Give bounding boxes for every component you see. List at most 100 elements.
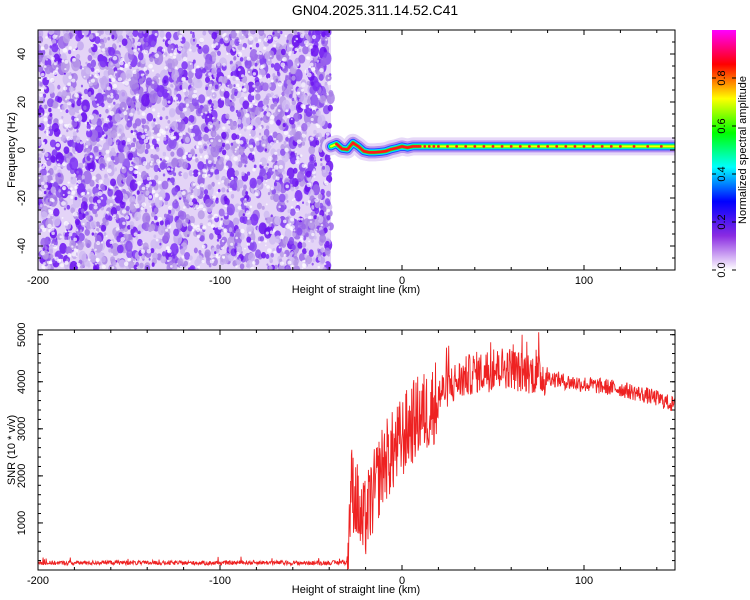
noise-speckle	[195, 204, 200, 210]
noise-blob	[228, 83, 233, 89]
noise-blob	[202, 44, 210, 54]
noise-speckle	[211, 43, 217, 49]
noise-speckle	[213, 213, 219, 219]
noise-speckle	[270, 186, 274, 191]
noise-blob	[103, 96, 107, 101]
noise-speckle	[284, 34, 288, 38]
noise-blob	[200, 133, 204, 138]
noise-blob	[125, 205, 130, 212]
noise-blob	[246, 236, 252, 243]
noise-blob	[278, 193, 286, 203]
noise-speckle	[164, 135, 167, 138]
noise-blob	[166, 262, 173, 270]
noise-speckle	[193, 207, 196, 210]
noise-speckle	[117, 133, 121, 137]
ridge-peak-point	[600, 145, 604, 148]
noise-speckle	[304, 69, 309, 74]
noise-blob	[107, 36, 111, 41]
noise-blob	[118, 89, 128, 104]
noise-speckle	[299, 154, 303, 157]
noise-blob	[170, 151, 175, 157]
noise-blob	[122, 177, 127, 183]
noise-speckle	[151, 129, 155, 133]
noise-speckle	[62, 47, 68, 53]
noise-speckle	[178, 119, 182, 123]
noise-speckle	[90, 126, 94, 130]
noise-speckle	[234, 150, 237, 153]
noise-blob	[304, 30, 309, 35]
noise-blob	[198, 249, 202, 254]
noise-speckle	[245, 210, 251, 215]
noise-speckle	[251, 151, 256, 155]
noise-blob	[144, 148, 149, 155]
noise-speckle	[114, 70, 118, 74]
noise-speckle	[290, 217, 295, 222]
noise-blob	[183, 172, 189, 180]
noise-blob	[274, 216, 282, 226]
ridge-peak-point	[619, 145, 622, 148]
noise-blob	[264, 148, 268, 152]
noise-speckle	[195, 145, 199, 149]
noise-blob	[301, 141, 306, 146]
noise-blob	[96, 137, 100, 142]
noise-blob	[55, 187, 63, 198]
noise-speckle	[264, 244, 267, 247]
noise-blob	[196, 231, 200, 236]
noise-speckle	[97, 191, 103, 196]
y-tick-label: 3000	[16, 417, 28, 441]
noise-blob	[250, 129, 256, 137]
noise-blob	[229, 179, 238, 191]
noise-speckle	[50, 180, 54, 184]
noise-blob	[39, 203, 43, 208]
noise-speckle	[95, 230, 98, 233]
noise-speckle	[78, 109, 83, 113]
noise-speckle	[201, 173, 207, 179]
noise-blob	[165, 115, 169, 120]
noise-blob	[51, 43, 59, 53]
noise-blob	[76, 99, 82, 107]
noise-blob	[180, 248, 186, 255]
noise-speckle	[69, 187, 73, 191]
noise-speckle	[48, 229, 52, 233]
noise-blob	[69, 86, 74, 93]
noise-blob	[197, 107, 203, 114]
noise-blob	[131, 47, 134, 50]
noise-speckle	[175, 119, 178, 122]
noise-blob	[153, 234, 157, 239]
noise-speckle	[267, 156, 273, 161]
noise-speckle	[157, 216, 163, 222]
noise-blob	[326, 174, 333, 183]
noise-speckle	[52, 34, 57, 40]
noise-blob	[193, 247, 198, 254]
noise-blob	[314, 207, 320, 215]
noise-blob	[305, 232, 309, 238]
noise-blob	[249, 177, 257, 189]
noise-speckle	[296, 126, 302, 132]
noise-blob	[254, 81, 262, 93]
noise-speckle	[47, 223, 52, 229]
noise-speckle	[140, 207, 144, 210]
noise-blob	[86, 148, 91, 154]
noise-speckle	[208, 83, 213, 88]
noise-blob	[298, 98, 303, 103]
noise-speckle	[82, 33, 85, 36]
noise-speckle	[71, 251, 77, 257]
noise-blob	[170, 120, 179, 131]
noise-blob	[48, 35, 52, 39]
noise-speckle	[142, 73, 145, 76]
noise-blob	[94, 36, 101, 44]
noise-blob	[171, 263, 178, 270]
noise-speckle	[130, 267, 135, 270]
noise-blob	[153, 164, 159, 173]
noise-blob	[321, 31, 326, 38]
noise-speckle	[224, 213, 228, 217]
noise-blob	[204, 59, 212, 71]
noise-speckle	[309, 136, 314, 141]
noise-blob	[167, 119, 171, 124]
noise-blob	[204, 145, 207, 150]
noise-blob	[101, 121, 104, 124]
noise-blob	[153, 118, 156, 122]
noise-speckle	[112, 214, 116, 218]
noise-speckle	[311, 232, 315, 237]
noise-blob	[49, 248, 54, 255]
